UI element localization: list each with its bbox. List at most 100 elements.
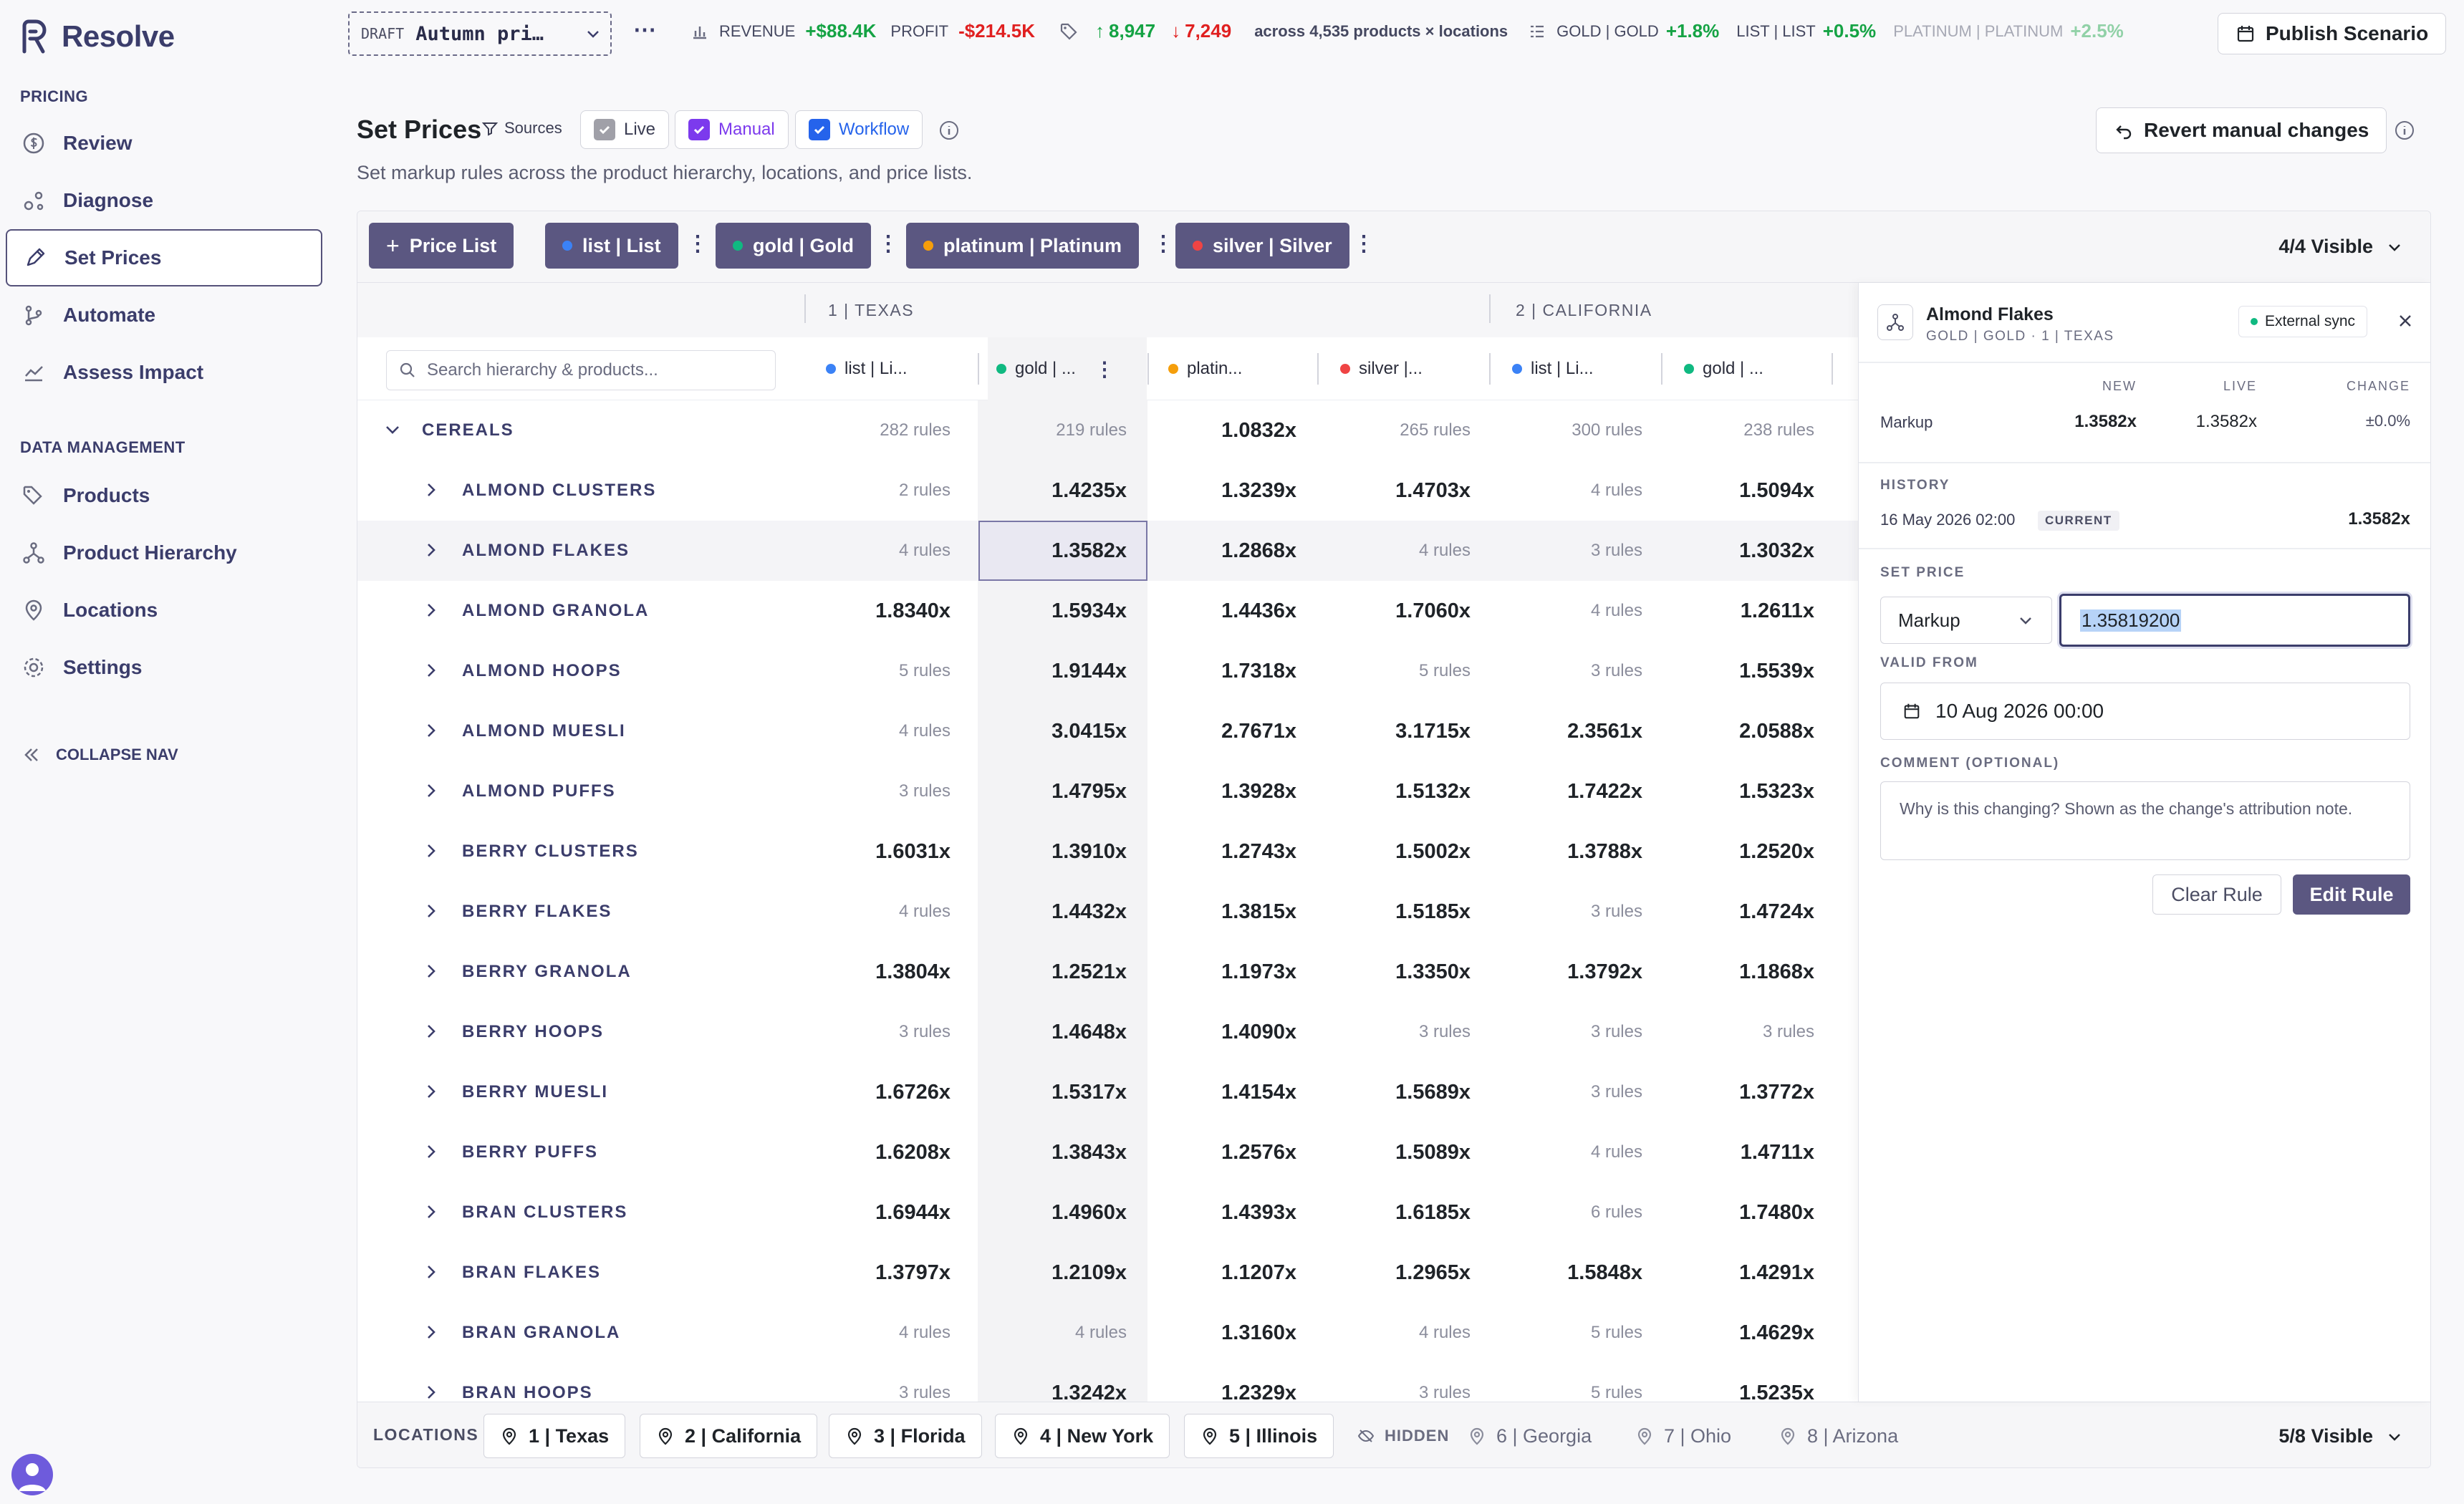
grid-cell[interactable]: 5 rules [1418,661,1471,680]
edit-rule-button[interactable]: Edit Rule [2293,874,2410,915]
grid-cell[interactable]: 1.7060x [1395,599,1471,622]
nav-products[interactable]: Products [6,467,322,524]
price-list-list-more-icon[interactable]: ⋮ [687,232,708,256]
price-value-input[interactable]: 1.35819200 [2059,594,2410,647]
grid-cell[interactable]: 3 rules [1590,541,1642,560]
column-header-texas-gold[interactable]: gold | ... ⋮ [988,337,1147,400]
grid-cell[interactable]: 3 rules [1590,902,1642,921]
grid-cell[interactable]: 282 rules [880,420,951,440]
price-list-gold-more-icon[interactable]: ⋮ [877,232,899,256]
group-row-cereals[interactable]: CEREALS 282 rules 219 rules 1.0832x 265 … [357,400,1858,461]
grid-cell[interactable]: 1.5235x [1739,1381,1814,1404]
grid-cell[interactable]: 1.6208x [875,1140,951,1164]
column-more-icon[interactable]: ⋮ [1094,357,1115,380]
chevron-right-icon[interactable] [420,960,442,982]
column-header-california-gold[interactable]: gold | ... [1675,337,1763,400]
grid-cell[interactable]: 1.5094x [1739,478,1814,502]
grid-cell[interactable]: 1.3815x [1221,900,1296,923]
table-row[interactable]: BRAN FLAKES 1.3797x 1.2109x 1.1207x 1.2965x 1… [357,1243,1858,1303]
grid-cell[interactable]: 3 rules [1590,1022,1642,1041]
grid-cell[interactable]: 3 rules [1418,1383,1471,1402]
app-logo[interactable]: Resolve [19,19,175,54]
chevron-right-icon[interactable] [420,720,442,741]
grid-cell[interactable]: 1.2521x [1051,960,1127,983]
location-chip-california[interactable]: 2 | California [640,1414,818,1458]
grid-cell[interactable]: 1.5317x [1051,1080,1127,1104]
table-row[interactable]: BERRY GRANOLA 1.3804x 1.2521x 1.1973x 1.3350… [357,942,1858,1002]
grid-cell[interactable]: 1.6031x [875,839,951,863]
close-icon[interactable] [2396,312,2415,330]
grid-cell[interactable]: 3 rules [898,781,951,801]
grid-cell[interactable]: 5 rules [1590,1323,1642,1342]
grid-cell[interactable]: 1.1207x [1221,1260,1296,1284]
table-row[interactable]: ALMOND FLAKES 4 rules 1.3582x 1.2868x 4 rule… [357,521,1858,581]
column-header-texas-list[interactable]: list | Li... [817,337,908,400]
grid-cell[interactable]: 1.3910x [1051,839,1127,863]
grid-cell[interactable]: 4 rules [1590,1142,1642,1162]
grid-cell[interactable]: 3 rules [1590,1082,1642,1102]
grid-cell[interactable]: 1.3928x [1221,779,1296,803]
grid-cell[interactable]: 1.4436x [1221,599,1296,622]
sources-filter[interactable]: Sources [481,119,562,138]
grid-cell[interactable]: 1.6726x [875,1080,951,1104]
collapse-nav-button[interactable]: COLLAPSE NAV [21,745,178,765]
grid-cell[interactable]: 1.4648x [1051,1020,1127,1043]
grid-cell[interactable]: 1.5934x [1051,599,1127,622]
location-chip-florida[interactable]: 3 | Florida [829,1414,982,1458]
grid-cell[interactable]: 1.4724x [1739,900,1814,923]
price-list-chip-list[interactable]: list | List [545,223,678,269]
table-row[interactable]: BERRY PUFFS 1.6208x 1.3843x 1.2576x 1.5089x 4… [357,1122,1858,1182]
grid-cell[interactable]: 1.2329x [1221,1381,1296,1404]
grid-cell[interactable]: 1.5689x [1395,1080,1471,1104]
grid-cell[interactable]: 1.4090x [1221,1020,1296,1043]
revert-manual-changes-button[interactable]: Revert manual changes [2096,107,2387,153]
revert-info-icon[interactable] [2394,120,2415,141]
scenario-selector[interactable]: DRAFT Autumn pri… [348,11,612,56]
grid-cell[interactable]: 1.1868x [1739,960,1814,983]
table-row[interactable]: BRAN CLUSTERS 1.6944x 1.4960x 1.4393x 1.6185… [357,1182,1858,1243]
table-row[interactable]: BERRY CLUSTERS 1.6031x 1.3910x 1.2743x 1.500… [357,821,1858,882]
grid-cell[interactable]: 4 rules [898,1323,951,1342]
grid-cell[interactable]: 1.3242x [1051,1381,1127,1404]
valid-from-input[interactable]: 10 Aug 2026 00:00 [1880,683,2410,740]
chevron-right-icon[interactable] [420,1321,442,1343]
grid-cell[interactable]: 1.3350x [1395,960,1471,983]
grid-cell[interactable]: 1.9144x [1051,659,1127,683]
price-lists-visible-toggle[interactable]: 4/4 Visible [2278,236,2403,258]
grid-cell[interactable]: 1.3772x [1739,1080,1814,1104]
grid-cell[interactable]: 1.5323x [1739,779,1814,803]
table-row[interactable]: ALMOND HOOPS 5 rules 1.9144x 1.7318x 5 rules… [357,641,1858,701]
grid-cell[interactable]: 1.4960x [1051,1200,1127,1224]
grid-cell[interactable]: 1.2965x [1395,1260,1471,1284]
grid-cell[interactable]: 4 rules [898,541,951,560]
grid-cell[interactable]: 4 rules [898,902,951,921]
location-chip-texas[interactable]: 1 | Texas [483,1414,626,1458]
table-row[interactable]: ALMOND GRANOLA 1.8340x 1.5934x 1.4436x 1.706… [357,581,1858,641]
grid-cell[interactable]: 300 rules [1572,420,1642,440]
grid-cell[interactable]: 1.1973x [1221,960,1296,983]
grid-cell[interactable]: 4 rules [1590,601,1642,620]
grid-cell[interactable]: 3 rules [898,1383,951,1402]
grid-cell[interactable]: 1.4235x [1051,478,1127,502]
grid-cell[interactable]: 1.3582x [1051,539,1127,562]
grid-cell[interactable]: 1.4711x [1740,1140,1814,1164]
grid-cell[interactable]: 1.2743x [1221,839,1296,863]
grid-cell[interactable]: 265 rules [1400,420,1471,440]
publish-scenario-button[interactable]: Publish Scenario [2218,13,2447,54]
grid-cell[interactable]: 5 rules [898,661,951,680]
grid-cell[interactable]: 238 rules [1743,420,1814,440]
nav-automate[interactable]: Automate [6,286,322,344]
user-avatar[interactable] [11,1454,53,1495]
chevron-right-icon[interactable] [420,1201,442,1223]
chevron-right-icon[interactable] [420,900,442,922]
grid-cell[interactable]: 2 rules [898,481,951,500]
grid-cell[interactable]: 219 rules [1056,420,1127,440]
table-row[interactable]: BERRY MUESLI 1.6726x 1.5317x 1.4154x 1.5689x… [357,1062,1858,1122]
grid-cell[interactable]: 4 rules [1074,1323,1127,1342]
grid-cell[interactable]: 1.3239x [1221,478,1296,502]
nav-set-prices[interactable]: Set Prices [6,229,322,286]
source-chip-manual[interactable]: Manual [675,110,789,149]
grid-cell[interactable]: 6 rules [1590,1202,1642,1222]
chevron-right-icon[interactable] [420,1382,442,1403]
price-list-platinum-more-icon[interactable]: ⋮ [1152,232,1174,256]
